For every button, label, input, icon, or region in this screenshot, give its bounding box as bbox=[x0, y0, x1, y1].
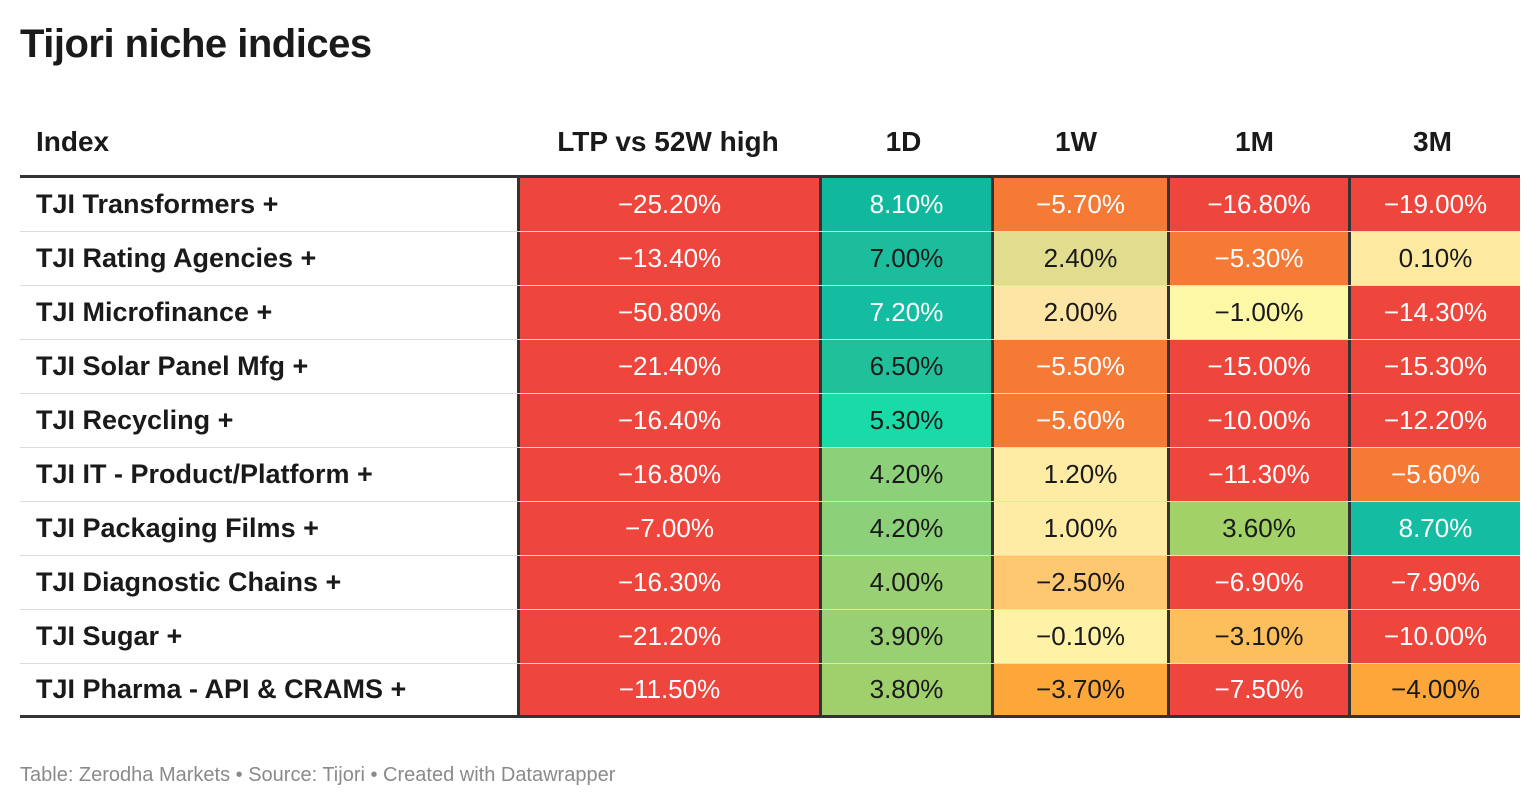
table-row: TJI Transformers + −25.20% 8.10% −5.70% −16.… bbox=[20, 178, 1520, 232]
cell-1w: −0.10% bbox=[991, 610, 1167, 663]
cell-1w: 1.00% bbox=[991, 502, 1167, 555]
cell-1d: 3.90% bbox=[819, 610, 991, 663]
cell-1m: −3.10% bbox=[1167, 610, 1348, 663]
cell-1m: −7.50% bbox=[1167, 664, 1348, 715]
cell-1m: −11.30% bbox=[1167, 448, 1348, 501]
table-row: TJI Rating Agencies + −13.40% 7.00% 2.40% −5… bbox=[20, 232, 1520, 286]
cell-ltp-vs-52w-high: −25.20% bbox=[517, 178, 819, 231]
index-name: TJI Recycling + bbox=[36, 405, 234, 435]
header-ltp-vs-52w-high[interactable]: LTP vs 52W high bbox=[557, 125, 779, 157]
index-name: TJI Rating Agencies + bbox=[36, 243, 317, 273]
table-body: TJI Transformers + −25.20% 8.10% −5.70% −16.… bbox=[20, 178, 1520, 718]
header-index[interactable]: Index bbox=[36, 125, 110, 157]
cell-3m: −10.00% bbox=[1348, 610, 1520, 663]
cell-1d: 4.20% bbox=[819, 502, 991, 555]
cell-ltp-vs-52w-high: −21.20% bbox=[517, 610, 819, 663]
cell-3m: 8.70% bbox=[1348, 502, 1520, 555]
index-name: TJI Packaging Films + bbox=[36, 513, 319, 543]
cell-1w: 1.20% bbox=[991, 448, 1167, 501]
cell-3m: −19.00% bbox=[1348, 178, 1520, 231]
cell-1w: −5.50% bbox=[991, 340, 1167, 393]
table-header: Index LTP vs 52W high 1D 1W 1M 3M bbox=[20, 108, 1520, 178]
cell-3m: −15.30% bbox=[1348, 340, 1520, 393]
cell-1m: −15.00% bbox=[1167, 340, 1348, 393]
cell-1m: −1.00% bbox=[1167, 286, 1348, 339]
cell-1w: 2.40% bbox=[991, 232, 1167, 285]
cell-3m: −5.60% bbox=[1348, 448, 1520, 501]
cell-1w: 2.00% bbox=[991, 286, 1167, 339]
table-row: TJI Pharma - API & CRAMS + −11.50% 3.80% −3… bbox=[20, 664, 1520, 718]
cell-1m: 3.60% bbox=[1167, 502, 1348, 555]
table-row: TJI IT - Product/Platform + −16.80% 4.20% 1… bbox=[20, 448, 1520, 502]
cell-ltp-vs-52w-high: −50.80% bbox=[517, 286, 819, 339]
page-title: Tijori niche indices bbox=[20, 22, 372, 66]
cell-1w: −5.60% bbox=[991, 394, 1167, 447]
cell-3m: −12.20% bbox=[1348, 394, 1520, 447]
header-1w[interactable]: 1W bbox=[1055, 125, 1097, 157]
cell-1d: 6.50% bbox=[819, 340, 991, 393]
index-name: TJI IT - Product/Platform + bbox=[36, 459, 373, 489]
cell-1d: 3.80% bbox=[819, 664, 991, 715]
header-1m[interactable]: 1M bbox=[1235, 125, 1274, 157]
cell-1d: 7.00% bbox=[819, 232, 991, 285]
cell-1m: −5.30% bbox=[1167, 232, 1348, 285]
table-row: TJI Packaging Films + −7.00% 4.20% 1.00% 3.6… bbox=[20, 502, 1520, 556]
header-3m[interactable]: 3M bbox=[1413, 125, 1452, 157]
cell-1m: −10.00% bbox=[1167, 394, 1348, 447]
index-name: TJI Pharma - API & CRAMS + bbox=[36, 674, 407, 704]
cell-3m: −4.00% bbox=[1348, 664, 1520, 715]
cell-ltp-vs-52w-high: −16.40% bbox=[517, 394, 819, 447]
cell-3m: −14.30% bbox=[1348, 286, 1520, 339]
cell-ltp-vs-52w-high: −13.40% bbox=[517, 232, 819, 285]
cell-ltp-vs-52w-high: −16.80% bbox=[517, 448, 819, 501]
cell-1w: −2.50% bbox=[991, 556, 1167, 609]
cell-1d: 4.00% bbox=[819, 556, 991, 609]
header-1d[interactable]: 1D bbox=[885, 125, 922, 157]
index-name: TJI Solar Panel Mfg + bbox=[36, 351, 309, 381]
footer-credits: Table: Zerodha Markets • Source: Tijori … bbox=[20, 764, 616, 786]
cell-1d: 5.30% bbox=[819, 394, 991, 447]
table-row: TJI Microfinance + −50.80% 7.20% 2.00% −1.00… bbox=[20, 286, 1520, 340]
cell-1m: −16.80% bbox=[1167, 178, 1348, 231]
cell-1m: −6.90% bbox=[1167, 556, 1348, 609]
cell-1d: 8.10% bbox=[819, 178, 991, 231]
index-name: TJI Microfinance + bbox=[36, 297, 273, 327]
index-name: TJI Sugar + bbox=[36, 621, 183, 651]
table-row: TJI Diagnostic Chains + −16.30% 4.00% −2.50… bbox=[20, 556, 1520, 610]
cell-3m: 0.10% bbox=[1348, 232, 1520, 285]
cell-ltp-vs-52w-high: −21.40% bbox=[517, 340, 819, 393]
cell-1w: −3.70% bbox=[991, 664, 1167, 715]
cell-1w: −5.70% bbox=[991, 178, 1167, 231]
index-name: TJI Diagnostic Chains + bbox=[36, 567, 342, 597]
table-row: TJI Solar Panel Mfg + −21.40% 6.50% −5.50% −… bbox=[20, 340, 1520, 394]
cell-ltp-vs-52w-high: −16.30% bbox=[517, 556, 819, 609]
cell-3m: −7.90% bbox=[1348, 556, 1520, 609]
cell-ltp-vs-52w-high: −7.00% bbox=[517, 502, 819, 555]
cell-1d: 7.20% bbox=[819, 286, 991, 339]
indices-table: Index LTP vs 52W high 1D 1W 1M 3M TJI Tr… bbox=[20, 108, 1520, 718]
cell-1d: 4.20% bbox=[819, 448, 991, 501]
table-row: TJI Recycling + −16.40% 5.30% −5.60% −10.00%… bbox=[20, 394, 1520, 448]
table-row: TJI Sugar + −21.20% 3.90% −0.10% −3.10% −10.0… bbox=[20, 610, 1520, 664]
cell-ltp-vs-52w-high: −11.50% bbox=[517, 664, 819, 715]
index-name: TJI Transformers + bbox=[36, 189, 279, 219]
